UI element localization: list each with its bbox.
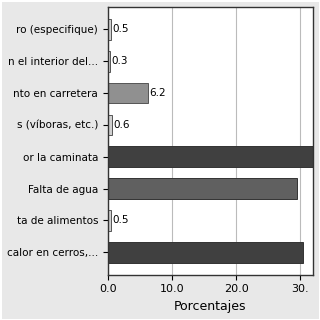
- Bar: [108, 83, 148, 103]
- Bar: [108, 210, 111, 231]
- Text: 0.5: 0.5: [112, 215, 129, 225]
- Bar: [108, 147, 313, 167]
- Text: 0.3: 0.3: [111, 56, 128, 66]
- Bar: [108, 19, 111, 40]
- Text: 0.6: 0.6: [113, 120, 130, 130]
- Bar: [108, 115, 112, 135]
- Text: 0.5: 0.5: [112, 24, 129, 35]
- Bar: [108, 242, 303, 263]
- X-axis label: Porcentajes: Porcentajes: [174, 300, 247, 313]
- Bar: [108, 178, 297, 199]
- Bar: [108, 51, 110, 72]
- Text: 6.2: 6.2: [149, 88, 165, 98]
